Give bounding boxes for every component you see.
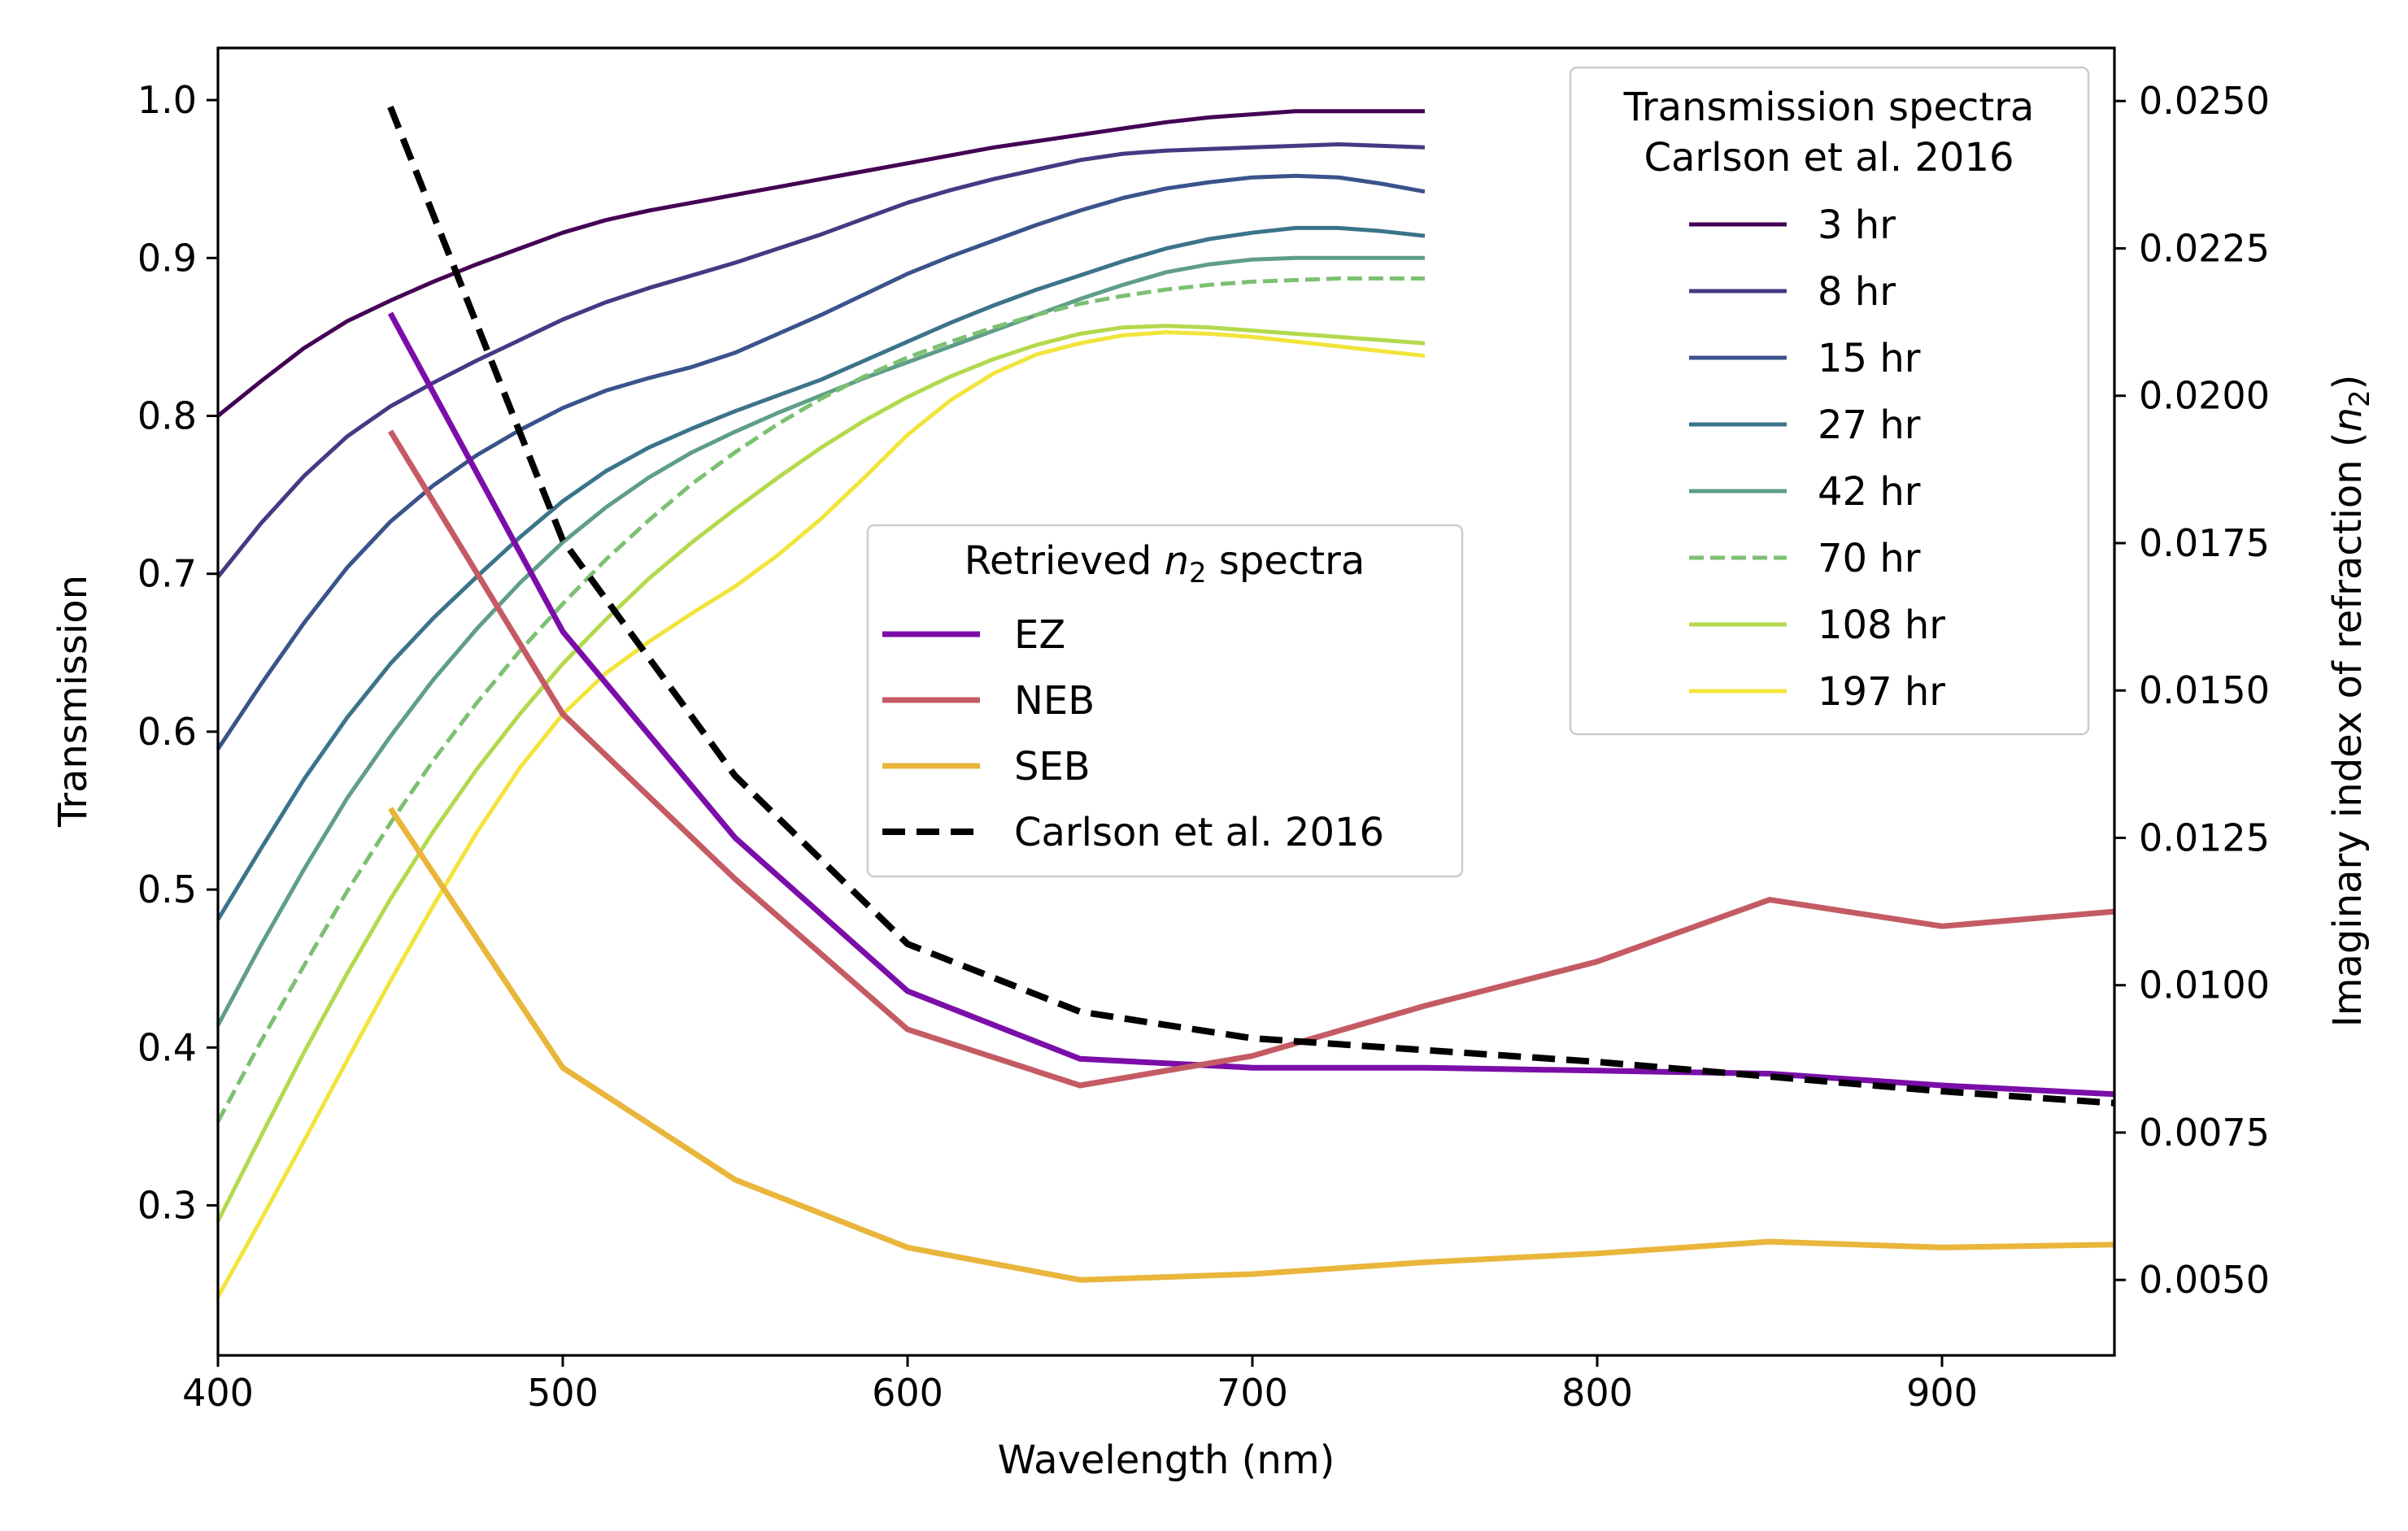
transmission-legend-title-line1: Transmission spectra xyxy=(1623,85,2035,130)
transmission-line-70-hr xyxy=(216,276,1425,1123)
y-tick-label: 1.0 xyxy=(137,78,197,122)
transmission-legend-label: 42 hr xyxy=(1818,469,1921,515)
y-tick-label: 0.6 xyxy=(137,710,197,754)
y2-tick-label: 0.0075 xyxy=(2139,1111,2270,1155)
y-tick-label: 0.7 xyxy=(137,552,197,596)
transmission-legend-label: 197 hr xyxy=(1818,669,1945,715)
x-tick-label: 600 xyxy=(872,1371,943,1415)
transmission-line-15-hr xyxy=(216,173,1426,750)
y2-tick-label: 0.0175 xyxy=(2139,521,2270,565)
transmission-legend-frame xyxy=(1569,66,2090,736)
transmission-legend-label: 108 hr xyxy=(1818,602,1945,648)
y2-tick-label: 0.0200 xyxy=(2139,374,2270,418)
x-axis-label: Wavelength (nm) xyxy=(998,1437,1335,1483)
retrieved-legend-title: Retrieved n2 spectra xyxy=(965,538,1365,589)
y-tick-label: 0.5 xyxy=(137,868,197,911)
transmission-legend-entries: 3 hr 8 hr 15 hr 27 hr 42 hr 70 hr 108 hr 197 hr xyxy=(1689,202,1945,715)
y2-tick-label: 0.0225 xyxy=(2139,226,2270,270)
transmission-legend-label: 15 hr xyxy=(1818,336,1921,381)
series-layer xyxy=(216,106,2115,1298)
transmission-line-197-hr xyxy=(216,330,1426,1298)
y2-tick-label: 0.0100 xyxy=(2139,963,2270,1007)
y-tick-label: 0.9 xyxy=(137,236,197,280)
retrieved-legend-label: NEB xyxy=(1014,678,1095,724)
retrieved-legend-frame xyxy=(866,524,1464,878)
retrieved-legend-label: Carlson et al. 2016 xyxy=(1014,810,1384,855)
transmission-legend: Transmission spectra Carlson et al. 2016… xyxy=(1569,66,2090,736)
x-tick-label: 500 xyxy=(527,1371,599,1415)
retrieved-legend: Retrieved n2 spectra EZ NEB SEB Carlson et … xyxy=(866,524,1464,878)
y-tick-label: 0.3 xyxy=(137,1184,197,1228)
retrieved-legend-entries: EZ NEB SEB Carlson et al. 2016 xyxy=(882,612,1384,855)
transmission-line-42-hr xyxy=(216,255,1425,1027)
axes-frame xyxy=(216,46,2116,1357)
x-tick-label: 900 xyxy=(1906,1371,1978,1415)
y-tick-label: 0.4 xyxy=(137,1025,197,1069)
y-axis-label: Transmission xyxy=(50,575,96,828)
x-tick-label: 400 xyxy=(182,1371,254,1415)
y2-tick-label: 0.0050 xyxy=(2139,1258,2270,1302)
x-tick-label: 800 xyxy=(1561,1371,1633,1415)
x-tick-label: 700 xyxy=(1217,1371,1288,1415)
y-tick-label: 0.8 xyxy=(137,394,197,437)
retrieved-legend-label: SEB xyxy=(1014,744,1091,789)
transmission-line-8-hr xyxy=(216,142,1426,579)
n2-line-carlson-et-al-2016 xyxy=(387,106,2115,1107)
transmission-legend-label: 8 hr xyxy=(1818,269,1896,315)
n2-line-ez xyxy=(387,311,2115,1098)
n2-line-seb xyxy=(388,807,2115,1283)
ticks-layer: 400 500 600 700 800 900 0.3 0.4 0.5 0.6 0.7 0.8 0.9 1… xyxy=(137,78,2270,1415)
transmission-line-3-hr xyxy=(216,109,1425,418)
y2-axis-label: Imaginary index of refraction (n2) xyxy=(2325,375,2376,1028)
transmission-legend-label: 70 hr xyxy=(1818,536,1921,581)
y2-tick-label: 0.0125 xyxy=(2139,816,2270,859)
y2-tick-label: 0.0150 xyxy=(2139,668,2270,712)
transmission-legend-label: 3 hr xyxy=(1818,202,1896,248)
n2-line-neb xyxy=(388,429,2115,1089)
transmission-legend-label: 27 hr xyxy=(1818,402,1921,448)
y2-tick-label: 0.0250 xyxy=(2139,79,2270,123)
retrieved-legend-label: EZ xyxy=(1014,612,1065,658)
transmission-line-27-hr xyxy=(216,225,1426,921)
transmission-legend-title-line2: Carlson et al. 2016 xyxy=(1644,135,2014,181)
